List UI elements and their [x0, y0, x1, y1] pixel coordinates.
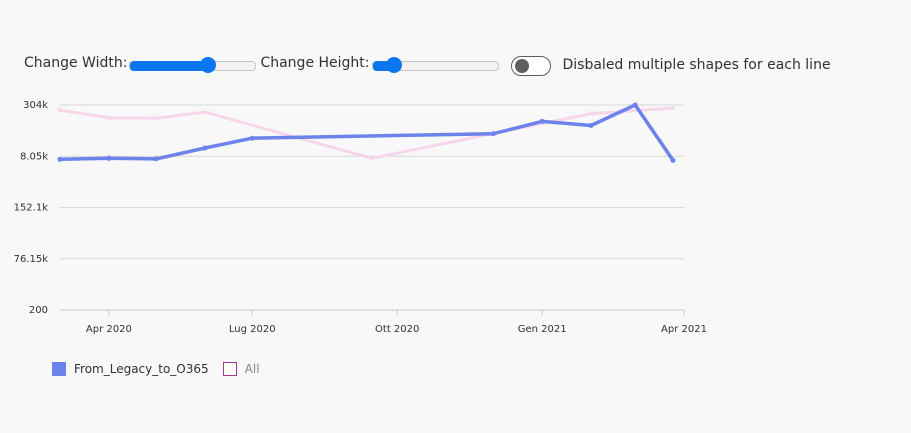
series-1-point: [202, 145, 208, 151]
series-1-point: [249, 135, 255, 141]
x-tick-label: Ott 2020: [375, 324, 419, 335]
legend-item-series-1[interactable]: From_Legacy_to_O365: [52, 362, 209, 376]
series-2-point: [106, 115, 111, 120]
series-line-2: [58, 106, 675, 160]
series-1-point: [106, 155, 112, 161]
series-2-point: [370, 156, 374, 161]
legend-item-series-2[interactable]: All: [222, 362, 260, 376]
change-width-label: Change Width:: [24, 55, 128, 71]
chart-controls: Change Width: Change Height: Disbaled mu…: [24, 50, 831, 76]
x-tick-label: Gen 2021: [518, 324, 567, 335]
series-1-point: [670, 157, 676, 163]
series-2-point: [58, 108, 62, 113]
width-slider-thumb[interactable]: [199, 57, 216, 73]
legend-label-series-2: All: [244, 362, 260, 376]
legend-swatch-series-2: [222, 362, 237, 376]
series-1-point: [57, 156, 63, 162]
series-2-point: [202, 110, 207, 115]
series-line-1: [58, 103, 675, 163]
series-1-point: [490, 131, 496, 137]
legend-label-series-1: From_Legacy_to_O365: [74, 362, 209, 376]
x-tick-label: Apr 2020: [86, 324, 132, 335]
legend-swatch-series-1: [52, 362, 66, 376]
x-tick-label: Apr 2021: [661, 324, 707, 335]
y-tick-label: 152.1k: [14, 203, 49, 214]
line-chart: 304k 8.05k 152.1k 76.15k 200 Apr 2020 Lug 2020…: [14, 100, 707, 335]
change-width-slider[interactable]: [129, 57, 257, 73]
height-slider-fill: [372, 61, 394, 71]
y-tick-label: 304k: [23, 100, 48, 111]
series-2-point: [589, 111, 594, 116]
series-2-point: [670, 106, 675, 111]
y-tick-label: 200: [29, 305, 48, 316]
height-slider-thumb[interactable]: [385, 57, 402, 73]
series-1-point: [153, 156, 159, 162]
chart-legend: From_Legacy_to_O365 All: [52, 362, 274, 376]
y-tick-label: 8.05k: [20, 151, 48, 162]
multiple-shapes-toggle[interactable]: [510, 56, 551, 76]
change-height-slider[interactable]: [371, 57, 499, 73]
series-1-point: [588, 123, 594, 128]
toggle-knob: [514, 59, 529, 73]
x-tick-label: Lug 2020: [229, 324, 276, 335]
series-2-point: [154, 116, 159, 121]
y-tick-label: 76.15k: [14, 254, 49, 265]
multiple-shapes-toggle-label: Disbaled multiple shapes for each line: [562, 57, 831, 73]
change-height-label: Change Height:: [260, 55, 370, 71]
width-slider-fill: [130, 61, 208, 71]
series-1-point: [632, 102, 638, 108]
series-1-point: [539, 118, 545, 124]
